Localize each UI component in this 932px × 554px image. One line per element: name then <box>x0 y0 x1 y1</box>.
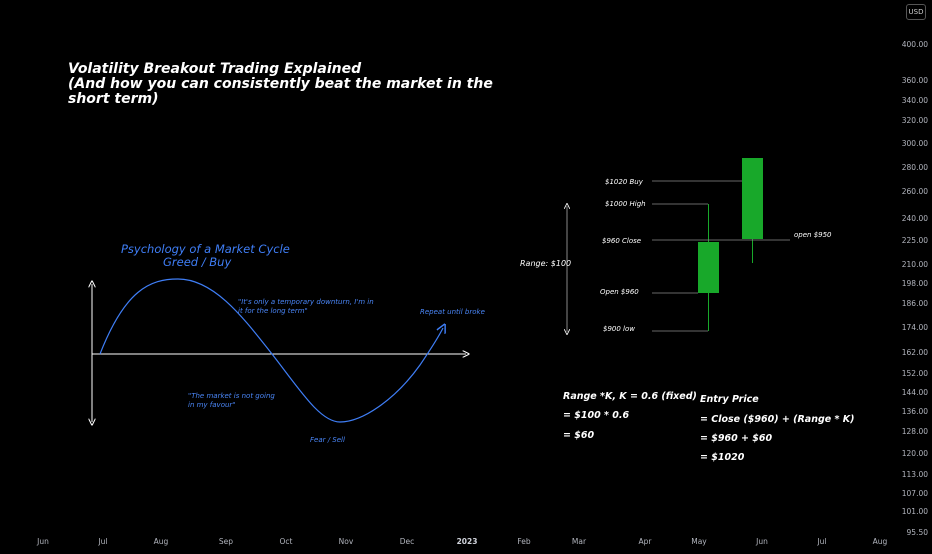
y-tick-label: 300.00 <box>902 139 928 148</box>
label-open2: open $950 <box>794 231 832 239</box>
candle-body <box>742 158 763 239</box>
range-label: Range: $100 <box>520 259 571 268</box>
title-line1: Volatility Breakout Trading Explained <box>68 61 362 77</box>
x-tick-label: Aug <box>873 537 888 546</box>
y-tick-label: 400.00 <box>902 40 928 49</box>
formula-left-line3: = $60 <box>563 430 594 441</box>
y-tick-label: 210.00 <box>902 260 928 269</box>
x-tick-label: Jun <box>36 537 49 546</box>
y-tick-label: 174.00 <box>902 323 928 332</box>
y-tick-label: 186.00 <box>902 299 928 308</box>
label-low: $900 low <box>603 325 635 333</box>
y-tick-label: 162.00 <box>902 348 928 357</box>
label-close: $960 Close <box>602 237 641 245</box>
x-tick-label: Jul <box>97 537 107 546</box>
repeat-label: Repeat until broke <box>420 308 485 316</box>
formula-left-line1: Range *K, K = 0.6 (fixed) <box>563 391 697 402</box>
y-tick-label: 340.00 <box>902 96 928 105</box>
x-tick-label: Oct <box>280 537 293 546</box>
y-tick-label: 360.00 <box>902 76 928 85</box>
x-tick-label: Mar <box>572 537 587 546</box>
label-buy: $1020 Buy <box>605 178 644 186</box>
y-tick-label: 120.00 <box>902 449 928 458</box>
y-tick-label: 136.00 <box>902 407 928 416</box>
y-tick-label: 240.00 <box>902 214 928 223</box>
label-high: $1000 High <box>605 200 646 208</box>
market-cycle-curve <box>99 278 443 423</box>
formula-left-line2: = $100 * 0.6 <box>563 410 630 421</box>
y-tick-label: 225.00 <box>902 236 928 245</box>
cycle-heading: Psychology of a Market Cycle <box>121 242 290 256</box>
x-tick-label: Jul <box>816 537 826 546</box>
y-tick-label: 101.00 <box>902 507 928 516</box>
y-tick-label: 95.50 <box>907 528 929 537</box>
formula-right-line1: Entry Price <box>700 394 759 405</box>
quote-top-line1: "It's only a temporary downturn, I'm in <box>238 298 374 306</box>
formula-right-line2: = Close ($960) + (Range * K) <box>700 414 855 425</box>
y-tick-label: 113.00 <box>902 470 928 479</box>
x-tick-label: Nov <box>339 537 354 546</box>
x-tick-label: Dec <box>400 537 415 546</box>
x-tick-label: Sep <box>219 537 233 546</box>
x-tick-label: Jun <box>755 537 768 546</box>
y-tick-label: 144.00 <box>902 388 928 397</box>
quote-bottom-line1: "The market is not going <box>188 392 275 400</box>
x-tick-label: May <box>691 537 707 546</box>
y-tick-label: 198.00 <box>902 279 928 288</box>
candle-body <box>698 242 719 293</box>
y-tick-label: 320.00 <box>902 116 928 125</box>
quote-bottom-line2: in my favour" <box>188 401 236 409</box>
quote-top-line2: it for the long term" <box>238 307 308 315</box>
title-line2: (And how you can consistently beat the m… <box>68 76 493 92</box>
y-tick-label: 128.00 <box>902 427 928 436</box>
y-tick-label: 280.00 <box>902 163 928 172</box>
label-open: Open $960 <box>600 288 639 296</box>
currency-badge[interactable]: USD <box>906 4 926 20</box>
x-tick-label: 2023 <box>457 537 478 546</box>
cycle-subheading: Greed / Buy <box>163 255 232 269</box>
candles-group <box>698 158 763 331</box>
y-tick-label: 152.00 <box>902 369 928 378</box>
y-axis-ticks: 400.00 360.00 340.00 320.00 300.00 280.00 260.… <box>902 40 928 537</box>
x-tick-label: Apr <box>639 537 653 546</box>
x-tick-label: Feb <box>517 537 531 546</box>
fear-sell-label: Fear / Sell <box>310 436 345 444</box>
formula-right-line3: = $960 + $60 <box>700 433 773 444</box>
x-axis-ticks: Jun Jul Aug Sep Oct Nov Dec 2023 Feb Mar Apr May Jun… <box>36 537 887 546</box>
x-tick-label: Aug <box>154 537 169 546</box>
y-tick-label: 260.00 <box>902 187 928 196</box>
y-tick-label: 107.00 <box>902 489 928 498</box>
title-line3: short term) <box>68 91 159 107</box>
formula-right-line4: = $1020 <box>700 452 745 463</box>
